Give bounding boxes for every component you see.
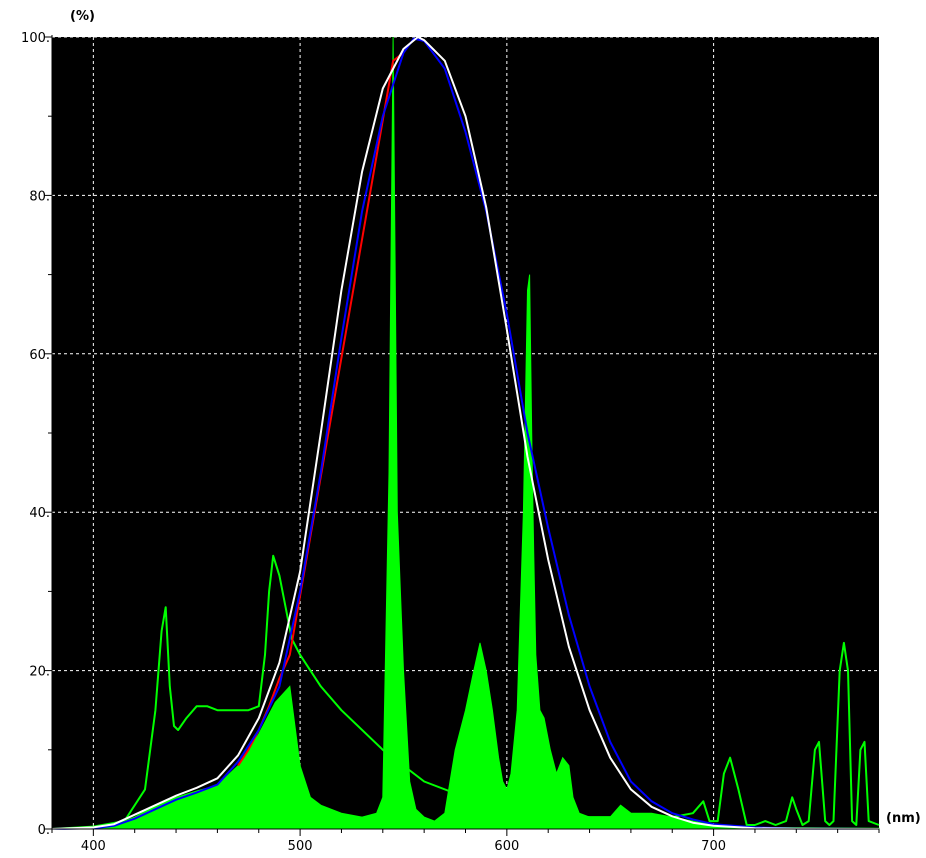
axes: 0. 20. 40. 60. 80. 100. 400 500 600 700 <box>21 31 880 854</box>
y-tick-label: 100. <box>21 31 50 46</box>
y-tick-label: 80. <box>29 189 50 204</box>
grid-lines <box>52 36 879 829</box>
series-3-line <box>51 37 880 830</box>
series-4-line <box>51 36 880 830</box>
x-tick-label: 400 <box>81 839 106 854</box>
plot-background <box>52 37 879 829</box>
series-2-line <box>237 52 405 767</box>
x-tick-label: 700 <box>701 839 726 854</box>
series-layer <box>51 36 880 830</box>
x-tick-label: 600 <box>494 839 519 854</box>
x-tick-label: 500 <box>288 839 313 854</box>
x-axis-unit: (nm) <box>886 811 921 826</box>
y-tick-label: 0. <box>38 823 50 838</box>
y-axis-unit: (%) <box>70 9 95 24</box>
y-tick-label: 40. <box>29 506 50 521</box>
y-tick-label: 60. <box>29 348 50 363</box>
series-1-line <box>51 554 880 830</box>
y-tick-label: 20. <box>29 665 50 680</box>
series-0-area <box>51 36 880 830</box>
